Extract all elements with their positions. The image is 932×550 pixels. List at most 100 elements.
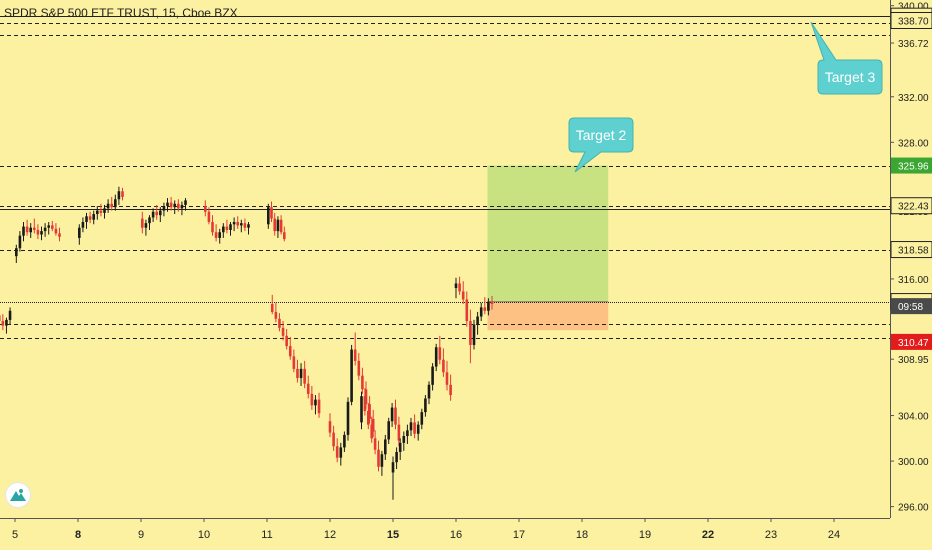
price-label-plain: 338.70 xyxy=(890,11,932,29)
candle-body xyxy=(445,372,449,385)
candle-body xyxy=(303,368,306,384)
candle-body xyxy=(360,396,363,423)
time-tick-label: 10 xyxy=(198,529,210,541)
candle-body xyxy=(390,407,394,422)
price-label-plain: 318.58 xyxy=(890,241,932,259)
candle-body xyxy=(314,399,317,406)
callout-label: Target 3 xyxy=(825,69,876,85)
candle-body xyxy=(204,206,207,212)
candle-body xyxy=(247,224,250,228)
price-label-text: 310.47 xyxy=(898,338,929,349)
candle-body xyxy=(406,430,409,437)
candle-body xyxy=(33,227,36,230)
candle-body xyxy=(363,396,367,411)
candle-body xyxy=(218,232,222,238)
candle-body xyxy=(416,424,420,434)
candle-body xyxy=(281,327,285,336)
price-tick-label: 316.00 xyxy=(898,275,929,286)
candle-body xyxy=(339,447,343,458)
price-tick-label: 328.00 xyxy=(898,138,929,149)
price-label-text: 318.58 xyxy=(898,246,929,257)
time-tick-label: 22 xyxy=(702,529,714,541)
candle-body xyxy=(222,226,225,233)
candle-body xyxy=(317,399,321,414)
candle-body xyxy=(397,424,401,441)
logo-mountain-icon xyxy=(10,489,26,501)
candle-body xyxy=(110,203,114,208)
candle-body xyxy=(292,356,296,369)
candle-body xyxy=(144,223,148,228)
candle-body xyxy=(99,210,103,213)
candle-body xyxy=(479,307,483,317)
candle-body xyxy=(332,432,335,447)
candle-body xyxy=(350,349,353,402)
price-label-red: 310.47 xyxy=(891,333,932,350)
candle-body xyxy=(15,248,18,257)
price-tick-label: 332.00 xyxy=(898,93,929,104)
candle-body xyxy=(117,191,121,200)
candle-body xyxy=(328,421,332,433)
price-label-text: 322.43 xyxy=(898,202,929,213)
price-label-text: 338.70 xyxy=(898,16,929,27)
candle-body xyxy=(288,346,292,357)
callout-target-2: Target 2 xyxy=(568,117,634,173)
candle-body xyxy=(377,449,380,467)
candle-body xyxy=(442,359,445,373)
candle-session xyxy=(454,276,494,364)
candle-body xyxy=(155,211,159,216)
candle-body xyxy=(449,384,452,396)
candle-body xyxy=(402,436,406,443)
price-label-text: 325.96 xyxy=(898,162,929,173)
candle-body xyxy=(54,228,58,234)
price-tick-label: 296.00 xyxy=(898,503,929,514)
candle-body xyxy=(346,401,350,435)
price-label-box xyxy=(891,333,932,350)
tradingview-logo[interactable] xyxy=(6,483,30,507)
candle-body xyxy=(8,310,12,320)
candle-body xyxy=(367,410,370,425)
candle-session xyxy=(15,218,61,263)
candle-body xyxy=(270,207,273,219)
candle-body xyxy=(424,398,427,413)
candle-body xyxy=(420,412,424,425)
candle-body xyxy=(343,434,346,448)
candle-body xyxy=(88,216,92,220)
candle-session xyxy=(78,186,124,245)
price-label-green: 325.96 xyxy=(891,157,932,174)
candle-body xyxy=(18,235,22,249)
price-label-time: 09:58 xyxy=(891,298,932,315)
candle-session xyxy=(267,201,286,242)
candle-body xyxy=(431,366,434,385)
time-tick-label: 11 xyxy=(261,529,272,541)
candle-body xyxy=(1,321,5,326)
candle-body xyxy=(395,451,398,463)
candle-body xyxy=(380,454,384,467)
candle-body xyxy=(458,283,461,292)
time-tick-label: 23 xyxy=(765,529,777,541)
candle-body xyxy=(270,303,274,312)
candle-body xyxy=(299,368,303,378)
time-tick-label: 5 xyxy=(12,529,18,541)
candle-body xyxy=(121,191,124,197)
price-label-text: 09:58 xyxy=(898,302,923,313)
candle-body xyxy=(279,219,283,233)
candle-body xyxy=(225,226,229,230)
candle-body xyxy=(267,207,270,225)
candle-body xyxy=(184,200,187,205)
candle-body xyxy=(78,227,81,238)
candle-body xyxy=(285,335,288,347)
candle-body xyxy=(391,462,395,473)
candle-body xyxy=(81,222,85,228)
stop-zone xyxy=(487,301,609,331)
candle-body xyxy=(353,349,357,361)
candle-body xyxy=(273,218,277,232)
candle-body xyxy=(361,375,364,390)
price-label-box xyxy=(890,197,932,215)
time-tick-label: 8 xyxy=(75,529,81,541)
candle-body xyxy=(454,283,458,289)
time-tick-label: 16 xyxy=(450,529,462,541)
candle-body xyxy=(434,347,438,367)
candle-session xyxy=(328,332,375,466)
candle-body xyxy=(236,222,240,226)
